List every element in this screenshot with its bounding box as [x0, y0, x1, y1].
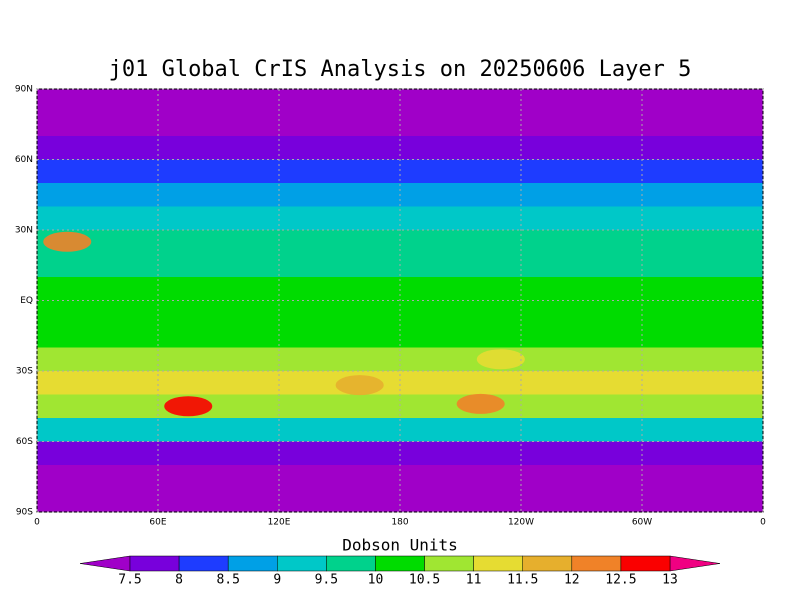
colorbar-tick-label: 9 — [273, 573, 281, 588]
zonal-band — [37, 465, 763, 489]
colorbar-box — [277, 555, 327, 572]
x-tick-label: 120W — [508, 518, 534, 528]
colorbar-high — [669, 555, 721, 572]
colorbar-tick-label: 13 — [662, 573, 678, 588]
colorbar-tick-label: 12 — [564, 573, 580, 588]
colorbar-box — [620, 555, 671, 572]
y-tick-label: 30N — [15, 226, 33, 236]
x-tick-label: 120E — [268, 518, 291, 528]
y-tick-label: 90S — [16, 508, 33, 518]
colorbar-tick-label: 11.5 — [507, 573, 538, 588]
colorbar-box — [375, 555, 425, 572]
colorbar-box — [473, 555, 523, 572]
zonal-band — [37, 136, 763, 160]
colorbar-box — [227, 555, 278, 572]
colorbar-tick-label: 11 — [466, 573, 482, 588]
zonal-band — [37, 159, 763, 183]
colorbar-box — [424, 555, 474, 572]
colorbar-tick-label: 8 — [175, 573, 183, 588]
hotspot — [335, 375, 384, 396]
x-tick-label: 180 — [391, 518, 408, 528]
colorbar-low — [79, 555, 131, 572]
zonal-band — [37, 230, 763, 254]
y-tick-label: 30S — [16, 367, 33, 377]
colorbar-tick-label: 12.5 — [605, 573, 636, 588]
colorbar-box — [178, 555, 229, 572]
x-tick-label: 60W — [632, 518, 652, 528]
x-tick-label: 0 — [34, 518, 40, 528]
zonal-band — [37, 277, 763, 301]
x-tick-label: 60E — [149, 518, 166, 528]
hotspot — [164, 396, 213, 417]
zonal-band — [37, 371, 763, 395]
chart-title: j01 Global CrIS Analysis on 20250606 Lay… — [109, 57, 692, 82]
colorbar-box — [522, 555, 573, 572]
hotspot — [476, 349, 525, 370]
colorbar-tick-label: 7.5 — [118, 573, 141, 588]
colorbar-tick-label: 9.5 — [315, 573, 338, 588]
colorbar-tick-label: 10 — [368, 573, 384, 588]
y-tick-label: EQ — [20, 296, 33, 306]
x-tick-label: 0 — [760, 518, 766, 528]
colorbar-label: Dobson Units — [342, 536, 458, 555]
zonal-band — [37, 394, 763, 418]
colorbar-box — [326, 555, 376, 572]
colorbar-tick-label: 10.5 — [409, 573, 440, 588]
zonal-band — [37, 441, 763, 465]
zonal-band — [37, 206, 763, 230]
zonal-band — [37, 300, 763, 324]
colorbar-box — [571, 555, 622, 572]
colorbar-tick-label: 8.5 — [216, 573, 239, 588]
y-tick-label: 90N — [15, 85, 33, 95]
y-tick-label: 60N — [15, 155, 33, 165]
hotspot — [456, 393, 505, 414]
colorbar-box — [129, 555, 180, 572]
y-tick-label: 60S — [16, 437, 33, 447]
hotspot — [43, 231, 92, 252]
